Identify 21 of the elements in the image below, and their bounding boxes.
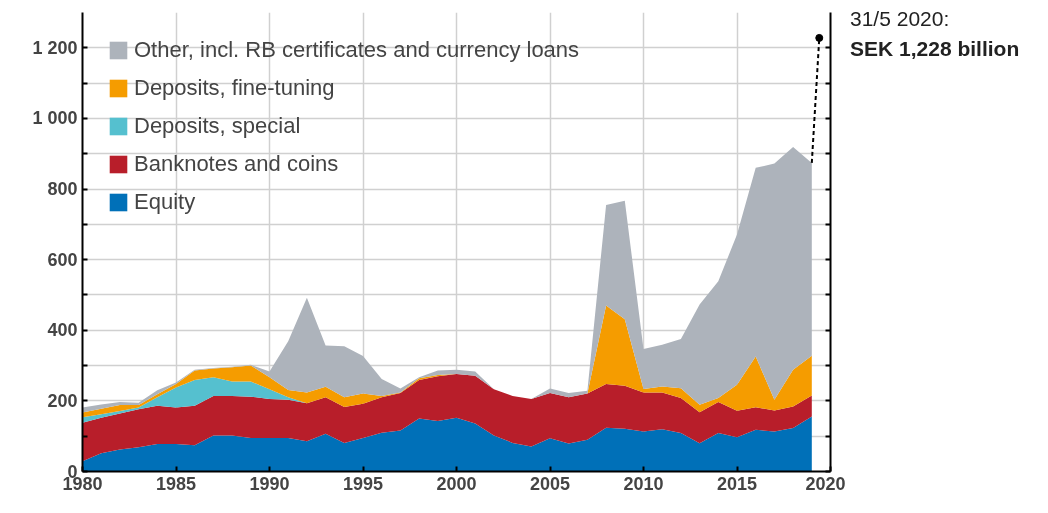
legend-label: Other, incl. RB certificates and currency loans <box>134 37 580 63</box>
y-tick-label: 400 <box>47 320 78 341</box>
y-tick-label: 600 <box>47 249 78 270</box>
y-tick-label: 800 <box>47 179 78 200</box>
legend-label: Deposits, fine-tuning <box>134 75 335 101</box>
x-tick-label: 1985 <box>155 473 197 494</box>
y-tick-label: 200 <box>47 390 78 411</box>
x-tick-label: 2000 <box>436 473 477 494</box>
x-tick-label: 2020 <box>805 473 846 494</box>
legend-label: Banknotes and coins <box>134 151 339 177</box>
y-tick-label: 1 200 <box>32 37 78 58</box>
legend-label: Deposits, special <box>134 113 301 139</box>
annotation: 31/5 2020: <box>850 6 951 32</box>
x-tick-label: 1995 <box>342 473 384 494</box>
y-tick-label: 1 000 <box>32 108 78 129</box>
x-tick-label: 2005 <box>529 473 571 494</box>
x-tick-label: 2010 <box>623 473 664 494</box>
x-tick-label: 1990 <box>249 473 290 494</box>
legend-label: Equity <box>134 189 196 215</box>
x-tick-label: 2015 <box>716 473 758 494</box>
text: SEK 1,228 billion <box>850 36 1020 62</box>
